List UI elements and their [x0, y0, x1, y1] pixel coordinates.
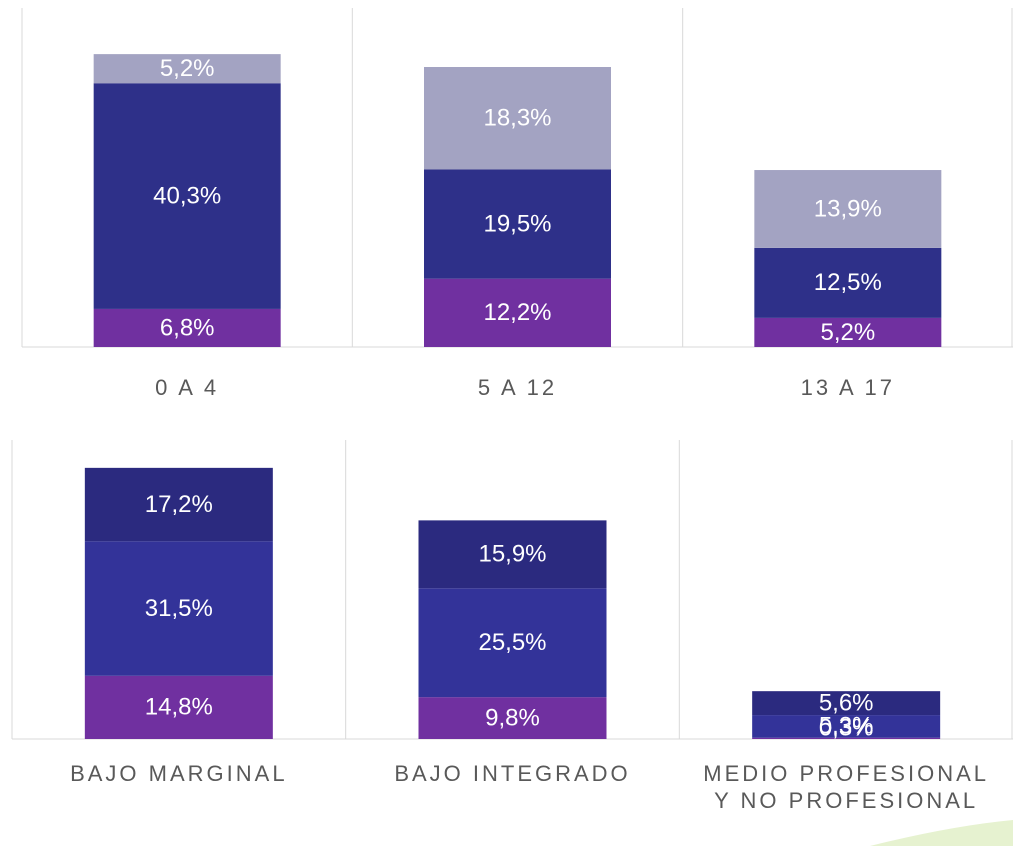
data-label: 17,2%: [145, 491, 213, 518]
data-label: 18,3%: [483, 105, 551, 132]
bar-segment: [752, 737, 941, 739]
data-label: 5,6%: [819, 689, 874, 716]
bar-segment: [93, 83, 281, 309]
data-label: 5,2%: [820, 319, 875, 346]
category-label: MEDIO PROFESIONAL Y NO PROFESIONAL: [703, 761, 990, 813]
data-label: 5,2%: [160, 55, 215, 82]
bar-segment: [84, 541, 273, 676]
data-label: 31,5%: [145, 595, 213, 622]
bar-segment: [93, 308, 281, 347]
bar-segment: [424, 67, 611, 170]
category-label: BAJO MARGINAL: [70, 761, 288, 786]
decoration: [870, 820, 1013, 846]
bar-segment: [424, 169, 611, 279]
category-label: 5 A 12: [477, 375, 558, 400]
data-label: 13,9%: [814, 195, 882, 222]
category-label: 13 A 17: [800, 375, 896, 400]
data-label: 15,9%: [478, 541, 546, 568]
bar-segment: [418, 588, 607, 698]
bar-segment: [754, 247, 942, 318]
bar-segment: [418, 520, 607, 589]
data-label: 25,5%: [478, 629, 546, 656]
bar-segment: [84, 675, 273, 739]
bar-segment: [752, 691, 941, 716]
data-label: 12,5%: [814, 269, 882, 296]
bar-segment: [752, 715, 941, 738]
data-label: 6,8%: [160, 314, 215, 341]
data-label: 12,2%: [483, 299, 551, 326]
data-label: 40,3%: [153, 182, 221, 209]
data-label: 19,5%: [483, 210, 551, 237]
category-label: 0 A 4: [155, 375, 220, 400]
bar-segment: [424, 278, 611, 347]
data-label: 9,8%: [485, 704, 540, 731]
bar-segment: [754, 170, 942, 248]
data-label: 5,3%: [819, 713, 874, 740]
data-label: 14,8%: [145, 694, 213, 721]
bar-segment: [84, 467, 273, 542]
bar-segment: [93, 54, 281, 84]
bar-segment: [754, 317, 942, 347]
data-label: 0,3%: [819, 714, 874, 741]
category-label: BAJO INTEGRADO: [394, 761, 631, 786]
bar-segment: [418, 697, 607, 739]
